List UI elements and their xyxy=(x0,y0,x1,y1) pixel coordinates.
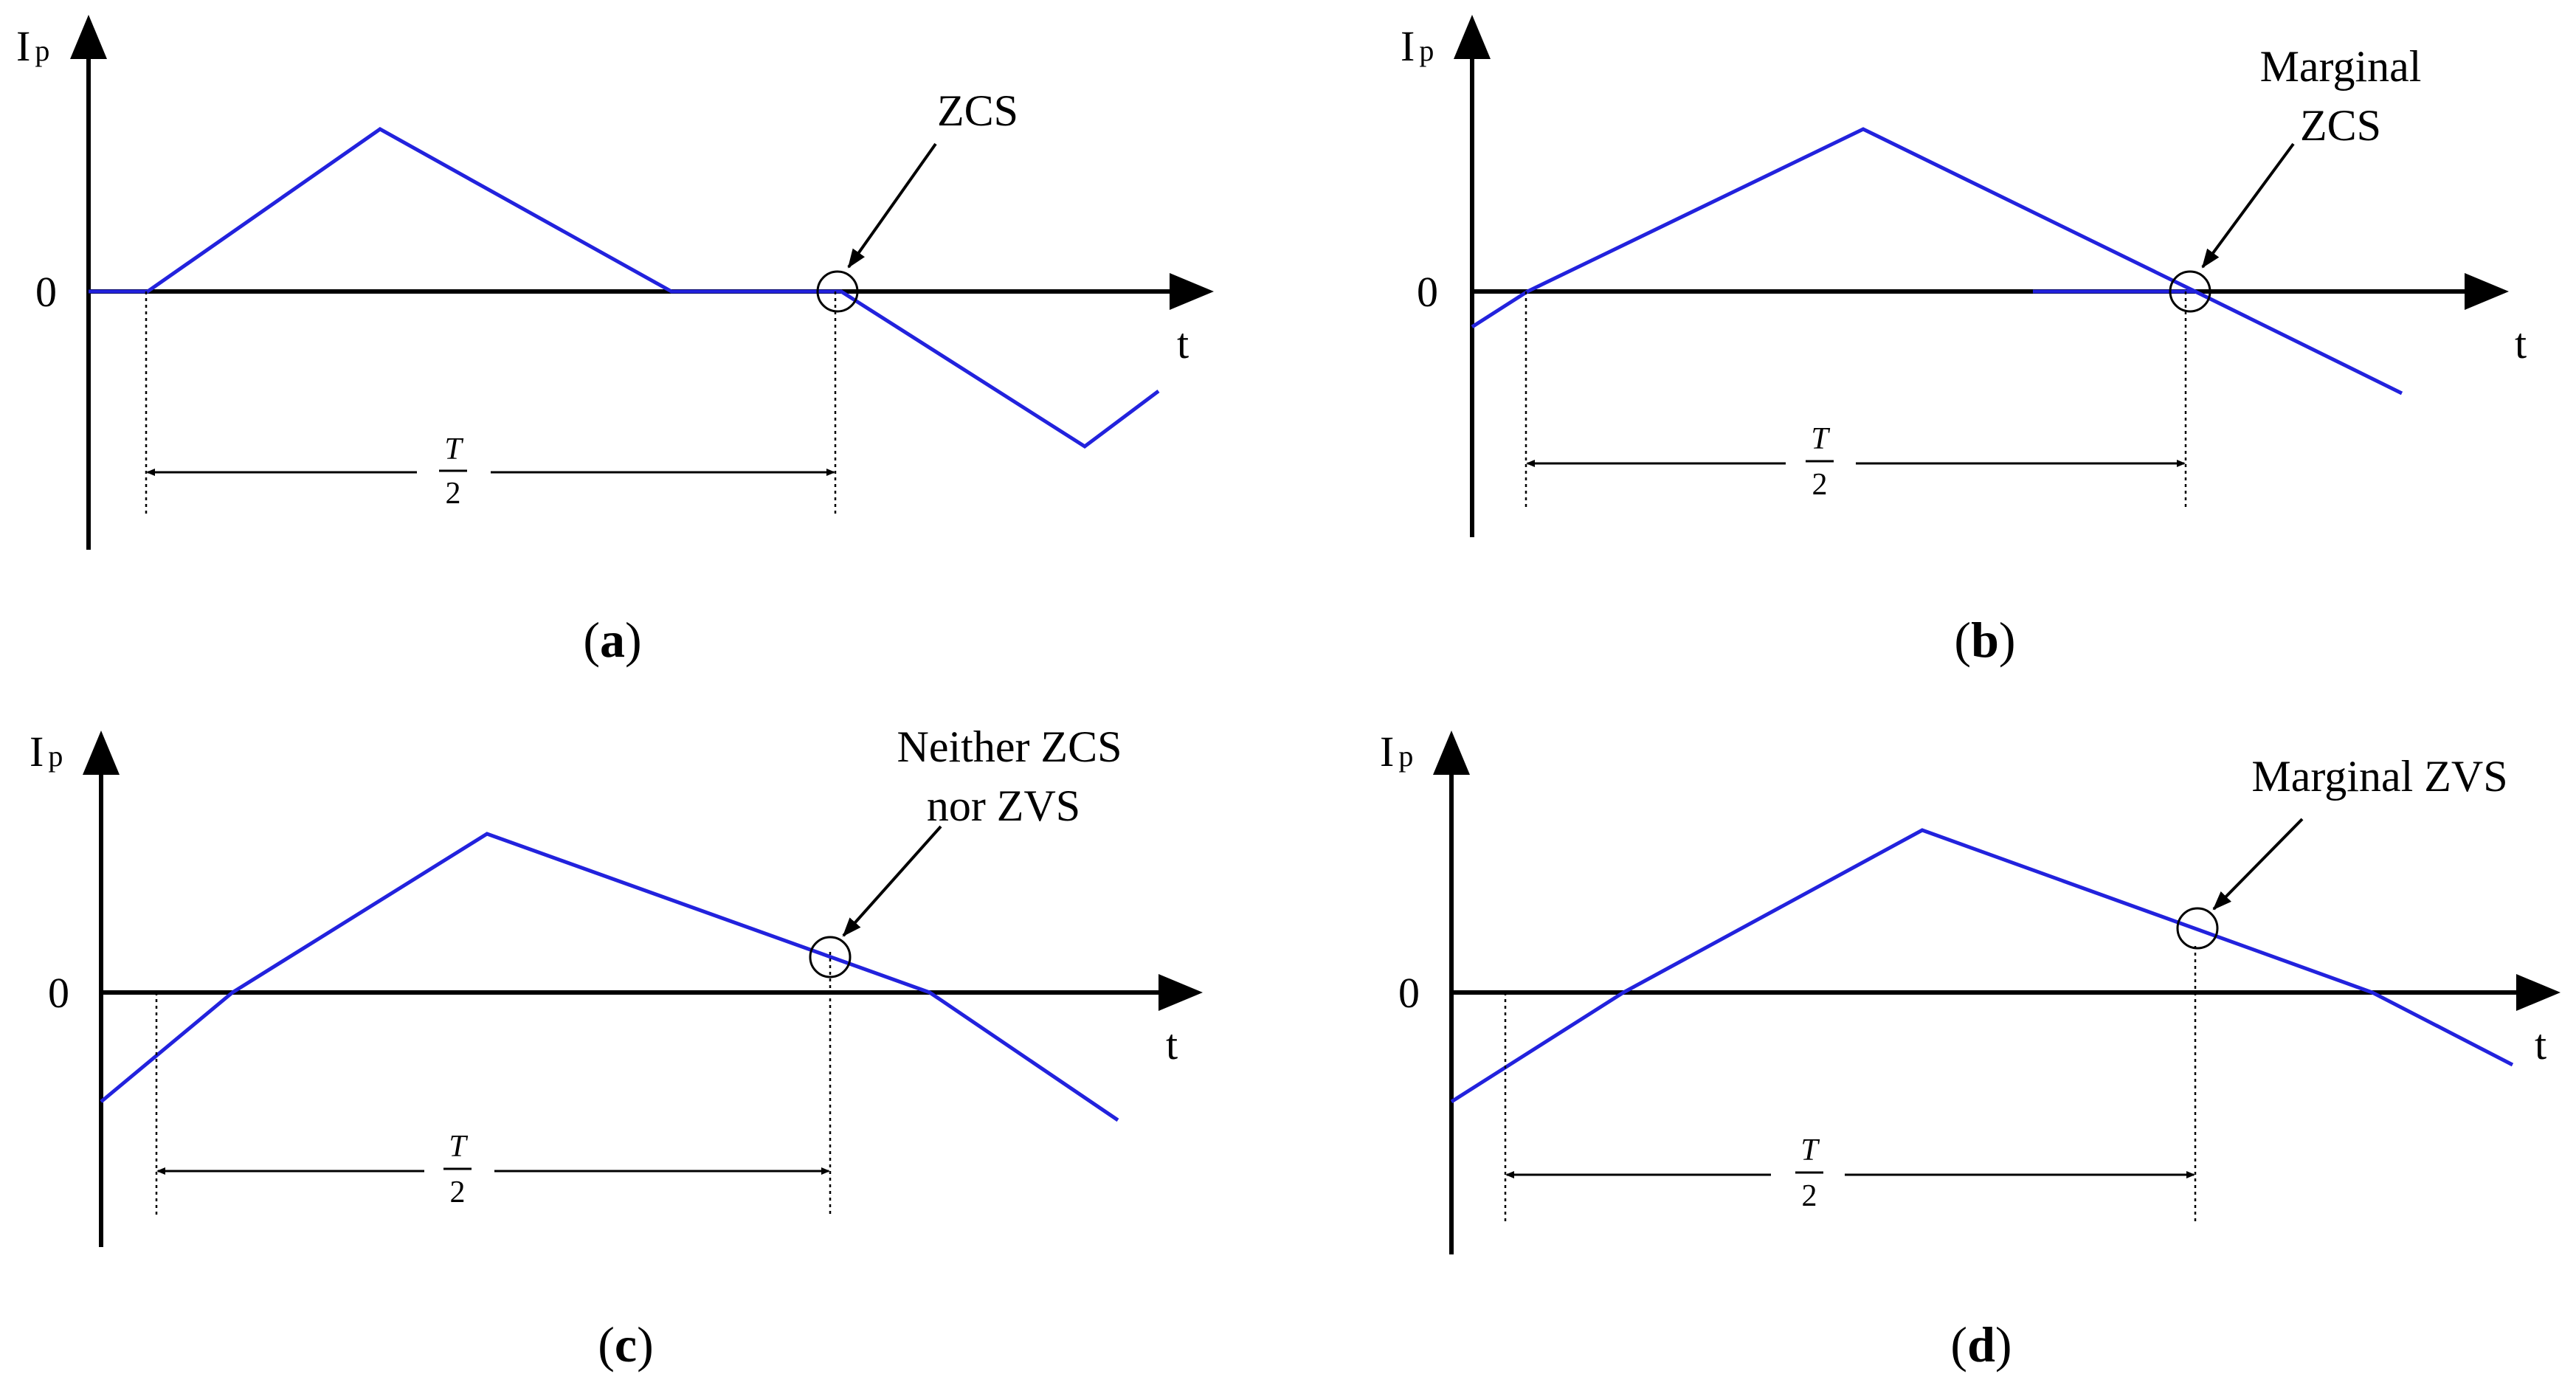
current-waveform xyxy=(1471,127,2403,396)
caption: (c) xyxy=(598,1316,654,1373)
y-axis-arrowhead xyxy=(1433,731,1470,775)
x-axis-arrowhead xyxy=(1170,273,1214,310)
caption: (b) xyxy=(1954,612,2015,668)
current-waveform xyxy=(1450,828,2514,1104)
switching-point-circle xyxy=(809,936,852,978)
zero-label: 0 xyxy=(35,268,57,316)
interval-denominator: 2 xyxy=(446,477,461,511)
x-axis-label: t xyxy=(1166,1021,1178,1068)
caption: (a) xyxy=(583,612,641,668)
y-axis-arrowhead xyxy=(1454,15,1491,59)
current-waveform xyxy=(89,127,1160,449)
y-axis-arrowhead xyxy=(70,15,107,59)
zero-label: 0 xyxy=(1398,969,1420,1017)
switching-point-circle xyxy=(816,270,859,313)
annotation-line-1: Neither ZCS xyxy=(897,722,1122,771)
switching-point-circle xyxy=(2169,270,2211,313)
x-axis-label: t xyxy=(2515,320,2527,367)
interval-denominator: 2 xyxy=(450,1175,466,1209)
x-axis-label: t xyxy=(2535,1021,2546,1068)
x-axis-arrowhead xyxy=(1158,974,1203,1011)
switching-point-circle xyxy=(2176,907,2219,950)
annotation-line-2: ZCS xyxy=(2300,101,2381,150)
interval-denominator: 2 xyxy=(1802,1179,1817,1213)
annotation-pointer-arrow xyxy=(847,142,937,269)
interval-numerator: T xyxy=(449,1130,468,1164)
y-axis-arrowhead xyxy=(83,731,120,775)
interval-numerator: T xyxy=(1811,422,1830,456)
x-axis-arrowhead xyxy=(2516,974,2561,1011)
annotation-line-1: ZCS xyxy=(937,86,1018,135)
zero-label: 0 xyxy=(1417,268,1438,316)
caption: (d) xyxy=(1950,1316,2012,1373)
interval-denominator: 2 xyxy=(1812,468,1828,502)
annotation-pointer-arrow xyxy=(842,825,942,937)
x-axis-arrowhead xyxy=(2465,273,2509,310)
annotation-pointer-arrow xyxy=(2201,142,2295,269)
interval-numerator: T xyxy=(444,432,463,466)
annotation-line-1: Marginal ZVS xyxy=(2251,752,2507,801)
interval-numerator: T xyxy=(1800,1133,1820,1167)
annotation-line-1: Marginal xyxy=(2260,42,2422,91)
annotation-line-2: nor ZVS xyxy=(927,781,1080,830)
annotation-pointer-arrow xyxy=(2212,818,2304,911)
current-waveform xyxy=(100,832,1119,1122)
zero-label: 0 xyxy=(48,969,69,1017)
x-axis-label: t xyxy=(1177,320,1189,367)
